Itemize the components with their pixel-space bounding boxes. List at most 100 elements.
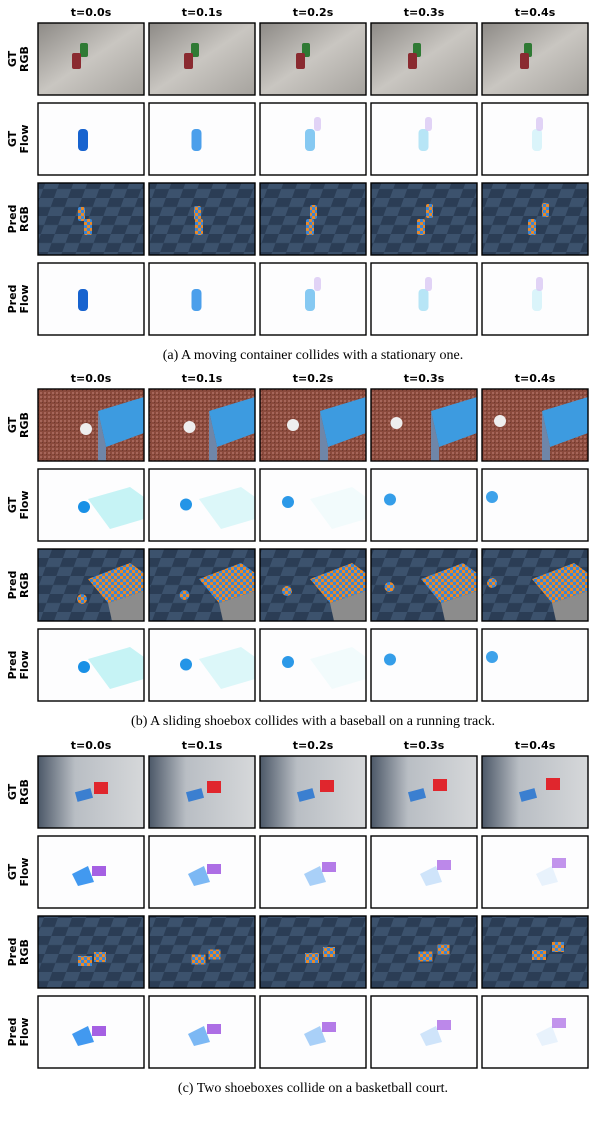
flow-blob — [532, 129, 542, 151]
box — [209, 950, 221, 960]
image-cell — [482, 183, 588, 255]
photo — [38, 23, 144, 95]
box — [532, 950, 546, 960]
box — [419, 952, 433, 962]
flow-bg — [482, 996, 588, 1068]
flow-bg — [38, 263, 144, 335]
photo — [149, 23, 255, 95]
box — [438, 945, 450, 955]
photo — [260, 23, 366, 95]
image-cell — [38, 103, 144, 175]
can — [310, 205, 317, 219]
flow-bg — [482, 469, 588, 541]
time-label: t=0.0s — [71, 6, 112, 19]
render — [149, 916, 255, 988]
image-cell — [482, 756, 588, 828]
image-cell — [38, 836, 144, 908]
image-cell — [38, 23, 144, 95]
can — [426, 204, 433, 218]
image-cell — [149, 996, 255, 1068]
image-cell — [260, 629, 366, 701]
image-cell — [149, 263, 255, 335]
image-cell — [260, 996, 366, 1068]
image-cell — [371, 469, 477, 541]
image-cell — [149, 183, 255, 255]
can — [72, 53, 81, 69]
time-label: t=0.3s — [404, 739, 445, 752]
box — [94, 782, 108, 794]
can — [520, 53, 529, 69]
image-cell — [371, 183, 477, 255]
image-cell — [482, 836, 588, 908]
flow-bg — [371, 629, 477, 701]
flow-blob — [384, 654, 396, 666]
figure: t=0.0st=0.1st=0.2st=0.3st=0.4sGTRGBGTFlo… — [0, 0, 593, 1129]
flow-blob — [425, 117, 432, 131]
image-cell — [482, 23, 588, 95]
can — [408, 53, 417, 69]
image-cell — [482, 549, 588, 621]
image-cell — [482, 996, 588, 1068]
box — [323, 947, 335, 957]
box — [207, 781, 221, 793]
flow-blob — [552, 858, 566, 868]
can — [195, 219, 203, 235]
image-cell — [371, 23, 477, 95]
image-cell — [482, 103, 588, 175]
image-cell — [260, 103, 366, 175]
flow-blob — [384, 494, 396, 506]
box — [192, 955, 206, 965]
ball — [385, 582, 395, 592]
image-cell — [149, 103, 255, 175]
image-cell — [149, 629, 255, 701]
flow-blob — [536, 277, 543, 291]
image-cell — [482, 916, 588, 988]
row-label: Flow — [18, 284, 31, 313]
ball — [184, 421, 196, 433]
flow-blob — [419, 129, 429, 151]
flow-blob — [192, 129, 202, 151]
flow-blob — [180, 659, 192, 671]
row-label: Flow — [18, 124, 31, 153]
image-cell — [260, 916, 366, 988]
flow-blob — [305, 289, 315, 311]
flow-blob — [437, 1020, 451, 1030]
flow-blob — [419, 289, 429, 311]
caption: (b) A sliding shoebox collides with a ba… — [131, 714, 495, 729]
image-cell — [38, 183, 144, 255]
row-label: Flow — [18, 1017, 31, 1046]
flow-blob — [536, 117, 543, 131]
box — [433, 779, 447, 791]
flow-bg — [149, 263, 255, 335]
time-label: t=0.2s — [293, 372, 334, 385]
image-cell — [149, 389, 255, 461]
flow-bg — [371, 469, 477, 541]
image-cell — [260, 263, 366, 335]
flow-blob — [207, 1024, 221, 1034]
panel: t=0.0st=0.1st=0.2st=0.3st=0.4sGTRGBGTFlo… — [6, 739, 588, 1096]
can — [528, 219, 536, 235]
time-label: t=0.4s — [515, 6, 556, 19]
image-cell — [260, 183, 366, 255]
image-cell — [371, 549, 477, 621]
flow-blob — [314, 117, 321, 131]
flow-blob — [425, 277, 432, 291]
row-label: RGB — [18, 779, 31, 805]
image-cell — [260, 836, 366, 908]
flow-blob — [192, 289, 202, 311]
can — [80, 43, 88, 57]
time-label: t=0.3s — [404, 372, 445, 385]
image-cell — [38, 389, 144, 461]
image-cell — [371, 756, 477, 828]
image-cell — [260, 756, 366, 828]
image-cell — [371, 103, 477, 175]
flow-bg — [38, 836, 144, 908]
render — [260, 916, 366, 988]
flow-blob — [92, 1026, 106, 1036]
box — [546, 778, 560, 790]
flow-bg — [38, 996, 144, 1068]
row-label: Flow — [18, 650, 31, 679]
panel: t=0.0st=0.1st=0.2st=0.3st=0.4sGTRGBGTFlo… — [6, 6, 588, 363]
ball — [180, 590, 190, 600]
box — [552, 942, 564, 952]
